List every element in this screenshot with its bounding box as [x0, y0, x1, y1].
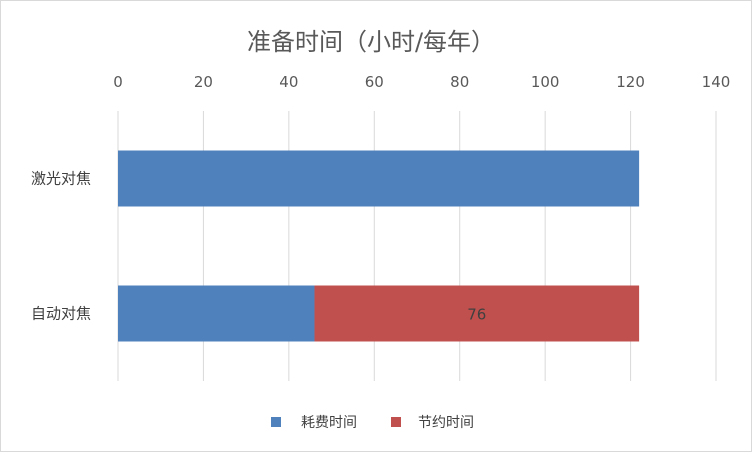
x-tick-label: 80 [450, 73, 469, 91]
bar-segment [314, 285, 640, 342]
chart-title: 准备时间（小时/每年） [247, 28, 495, 56]
data-labels: 76 [467, 306, 486, 324]
x-tick-label: 140 [702, 73, 731, 91]
legend-swatch [391, 417, 401, 427]
data-label: 76 [467, 306, 486, 324]
legend-swatch [271, 417, 281, 427]
bar-segment [118, 285, 315, 342]
x-tick-label: 40 [279, 73, 298, 91]
category-label: 自动对焦 [31, 305, 91, 323]
legend: 耗费时间 节约时间 [271, 415, 474, 431]
bars [118, 150, 640, 342]
bar-segment [118, 150, 640, 207]
x-tick-label: 20 [194, 73, 213, 91]
legend-label: 耗费时间 [301, 415, 357, 431]
legend-label: 节约时间 [418, 415, 474, 431]
x-tick-label: 100 [531, 73, 560, 91]
x-tick-label: 0 [113, 73, 123, 91]
x-axis-ticks: 0 20 40 60 80 100 120 140 [113, 73, 730, 91]
x-tick-label: 120 [616, 73, 645, 91]
x-tick-label: 60 [365, 73, 384, 91]
category-label: 激光对焦 [31, 170, 91, 188]
